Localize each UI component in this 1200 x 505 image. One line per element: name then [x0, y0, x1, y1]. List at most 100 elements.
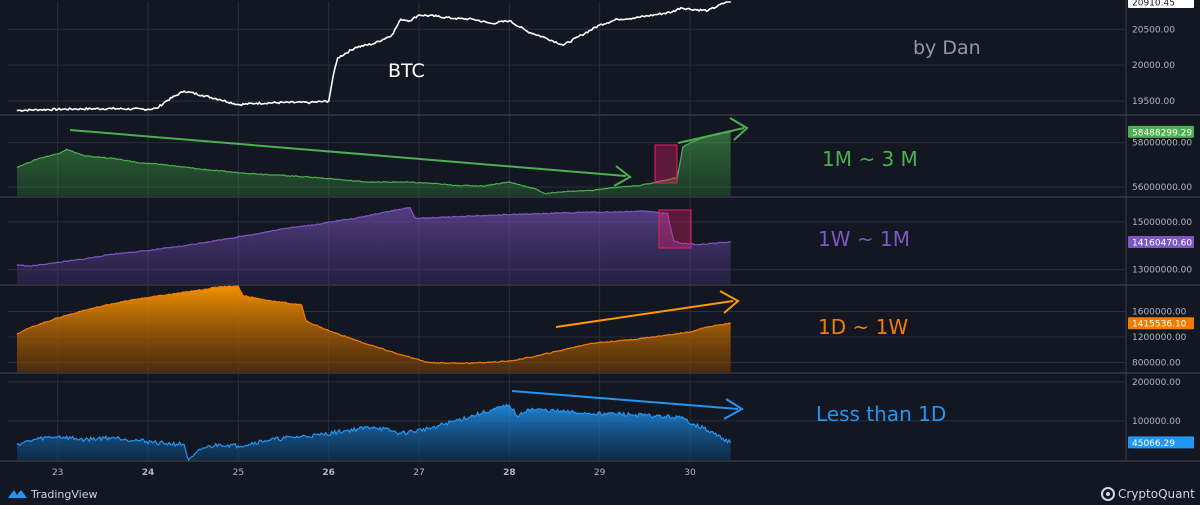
data-point — [680, 242, 682, 244]
data-point — [472, 362, 474, 364]
cryptoquant-logo — [1101, 487, 1115, 501]
data-point — [680, 417, 682, 419]
data-point — [165, 164, 167, 166]
y-tick-label: 20000.00 — [1132, 61, 1175, 71]
y-tick-label: 56000000.00 — [1132, 183, 1192, 193]
data-point — [544, 212, 547, 215]
data-point — [201, 447, 203, 449]
data-point — [617, 186, 619, 188]
data-point — [16, 443, 18, 445]
data-point — [39, 437, 41, 440]
tradingview-icon — [8, 490, 27, 498]
data-point — [237, 104, 239, 106]
data-point — [508, 181, 510, 183]
data-point — [29, 326, 32, 329]
data-point — [328, 221, 330, 223]
data-point — [580, 412, 583, 414]
x-tick-label: 29 — [594, 468, 606, 478]
data-point — [517, 416, 519, 418]
data-point — [445, 216, 447, 218]
data-point — [300, 304, 303, 306]
data-point — [391, 34, 393, 36]
data-point — [400, 18, 402, 20]
data-point — [346, 430, 348, 432]
band-1d-1w-pane: 1600000.00 1200000.00 800000.00 1415536.10 — [16, 285, 1194, 372]
data-point — [662, 335, 664, 337]
data-point — [39, 157, 41, 159]
y-tick-label: 15000000.00 — [1132, 218, 1192, 228]
last-value-label: 58488299.29 — [1132, 128, 1192, 138]
data-point — [508, 360, 510, 362]
data-point — [201, 94, 203, 96]
data-point — [580, 211, 583, 213]
data-point — [183, 443, 185, 445]
data-point — [373, 426, 375, 428]
x-tick-label: 28 — [503, 468, 516, 478]
data-point — [454, 184, 456, 186]
last-value-tag — [1128, 436, 1194, 449]
series-area-fill — [17, 207, 731, 284]
x-tick-label: 30 — [684, 468, 696, 478]
data-point — [671, 11, 673, 13]
trend-arrow-blue-down — [511, 390, 744, 420]
band-1m-3m-pane: 58000000.00 56000000.00 58488299.29 — [16, 125, 1194, 196]
btc-price-pane: 20500.00 20000.00 19500.00 20910.45 — [16, 0, 1194, 112]
data-point — [400, 432, 402, 435]
data-point — [544, 193, 547, 195]
data-point — [16, 109, 18, 112]
data-point — [535, 188, 538, 190]
data-point — [319, 223, 321, 225]
data-point — [111, 303, 113, 305]
data-point — [264, 439, 267, 442]
data-point — [219, 286, 221, 288]
data-point — [382, 211, 384, 213]
data-point — [730, 1, 732, 3]
data-point — [328, 329, 330, 332]
data-point — [183, 245, 185, 247]
data-point — [165, 294, 167, 296]
data-point — [400, 354, 402, 356]
data-point — [590, 342, 592, 344]
data-point — [562, 349, 565, 351]
cryptoquant-icon — [1101, 487, 1115, 501]
data-point — [337, 57, 339, 59]
last-value-tag — [1128, 125, 1194, 138]
data-point — [689, 8, 691, 10]
last-value-label: 20910.45 — [1132, 0, 1175, 9]
data-point — [165, 100, 167, 102]
y-tick-label: 100000.00 — [1132, 417, 1181, 427]
last-value-label: 45066.29 — [1132, 439, 1175, 449]
data-point — [273, 174, 276, 176]
data-point — [138, 298, 140, 300]
data-point — [111, 253, 113, 255]
tradingview-brand: TradingView — [30, 488, 97, 501]
data-point — [707, 326, 709, 328]
data-point — [508, 404, 510, 406]
cryptoquant-brand: CryptoQuant — [1118, 487, 1195, 501]
data-point — [409, 20, 411, 22]
data-point — [653, 14, 655, 16]
data-point — [653, 415, 655, 417]
x-tick-label: 23 — [52, 468, 63, 478]
data-point — [255, 102, 258, 104]
x-tick-label: 25 — [233, 468, 244, 478]
data-point — [626, 339, 628, 341]
data-point — [689, 142, 691, 144]
x-tick-label: 24 — [142, 468, 155, 478]
data-point — [427, 182, 429, 184]
band-1w-1m-label: 1W ~ 1M — [818, 227, 910, 251]
data-point — [147, 249, 149, 252]
data-point — [698, 243, 700, 246]
footer-bar — [0, 478, 1200, 505]
data-point — [346, 179, 348, 182]
y-tick-label: 1200000.00 — [1132, 333, 1187, 343]
data-point — [590, 189, 592, 192]
data-point — [682, 146, 684, 148]
data-point — [328, 100, 330, 102]
tradingview-logo — [8, 490, 27, 498]
last-value-tag — [1128, 235, 1194, 248]
data-point — [617, 413, 619, 415]
data-point — [436, 15, 438, 17]
data-point — [413, 216, 416, 218]
